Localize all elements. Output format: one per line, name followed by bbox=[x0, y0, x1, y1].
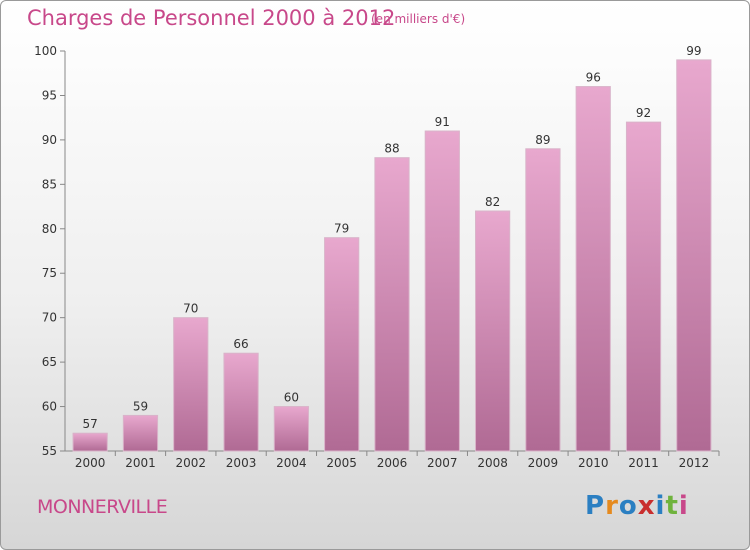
bar-2002 bbox=[173, 317, 209, 452]
data-label-2009: 89 bbox=[535, 133, 550, 147]
logo-letter: x bbox=[637, 491, 656, 521]
data-label-2006: 88 bbox=[384, 142, 399, 156]
bar-2011 bbox=[625, 121, 662, 452]
y-tick-label: 60 bbox=[42, 400, 57, 414]
y-tick-label: 70 bbox=[42, 311, 57, 325]
logo-letter: t bbox=[665, 491, 679, 521]
chart-title: Charges de Personnel 2000 à 2012 bbox=[27, 6, 396, 30]
x-tick-label-2008: 2008 bbox=[477, 456, 508, 470]
bar-2001 bbox=[122, 414, 159, 452]
y-tick-label: 55 bbox=[42, 444, 57, 458]
x-tick-label-2003: 2003 bbox=[226, 456, 257, 470]
logo-letter: r bbox=[605, 491, 619, 521]
y-tick-label: 65 bbox=[42, 355, 57, 369]
data-label-2002: 70 bbox=[183, 302, 198, 316]
y-tick-label: 75 bbox=[42, 266, 57, 280]
data-label-2005: 79 bbox=[334, 222, 349, 236]
x-tick-label-2001: 2001 bbox=[125, 456, 156, 470]
logo-letter: i bbox=[678, 491, 689, 521]
y-tick-label: 100 bbox=[34, 44, 57, 58]
x-tick-label-2010: 2010 bbox=[578, 456, 609, 470]
bar-2006 bbox=[374, 157, 410, 452]
x-tick-label-2002: 2002 bbox=[175, 456, 206, 470]
data-label-2012: 99 bbox=[686, 44, 701, 58]
x-tick-label-2000: 2000 bbox=[75, 456, 106, 470]
y-tick-label: 80 bbox=[42, 222, 57, 236]
bar-2000 bbox=[72, 432, 108, 452]
chart-bars bbox=[72, 59, 712, 452]
data-label-2010: 96 bbox=[586, 71, 601, 85]
x-tick-label-2011: 2011 bbox=[628, 456, 659, 470]
y-tick-label: 95 bbox=[42, 88, 57, 102]
data-label-2008: 82 bbox=[485, 195, 500, 209]
x-tick-label-2012: 2012 bbox=[679, 456, 710, 470]
data-label-2001: 59 bbox=[133, 399, 148, 413]
y-tick-label: 85 bbox=[42, 177, 57, 191]
proxiti-logo: Proxiti bbox=[585, 491, 689, 521]
bar-2010 bbox=[575, 86, 611, 452]
logo-letter: P bbox=[585, 491, 606, 521]
bar-2007 bbox=[424, 130, 460, 452]
bar-2003 bbox=[223, 352, 259, 452]
x-tick-label-2004: 2004 bbox=[276, 456, 307, 470]
x-tick-label-2005: 2005 bbox=[326, 456, 357, 470]
bar-2008 bbox=[475, 210, 511, 452]
data-label-2004: 60 bbox=[284, 391, 299, 405]
data-label-2003: 66 bbox=[233, 337, 248, 351]
bar-2009 bbox=[525, 148, 561, 452]
x-tick-label-2006: 2006 bbox=[377, 456, 408, 470]
x-tick-label-2009: 2009 bbox=[528, 456, 559, 470]
data-label-2000: 57 bbox=[83, 417, 98, 431]
data-label-2007: 91 bbox=[435, 115, 450, 129]
logo-letter: o bbox=[618, 491, 638, 521]
bar-2004 bbox=[273, 406, 309, 452]
logo-letter: i bbox=[655, 491, 666, 521]
bar-2005 bbox=[324, 237, 360, 452]
data-label-2011: 92 bbox=[636, 106, 651, 120]
chart-data-labels: 57 59 70 66 60 79 88 91 82 89 96 92 99 bbox=[83, 44, 702, 431]
y-tick-label: 90 bbox=[42, 133, 57, 147]
chart-subtitle: (en milliers d'€) bbox=[371, 12, 466, 26]
x-tick-label-2007: 2007 bbox=[427, 456, 458, 470]
bar-2012 bbox=[676, 59, 712, 452]
chart-axes: 55 60 65 70 75 80 85 90 95 100 2000 2001 2002 2003 200… bbox=[34, 44, 720, 470]
commune-name: MONNERVILLE bbox=[37, 496, 168, 518]
